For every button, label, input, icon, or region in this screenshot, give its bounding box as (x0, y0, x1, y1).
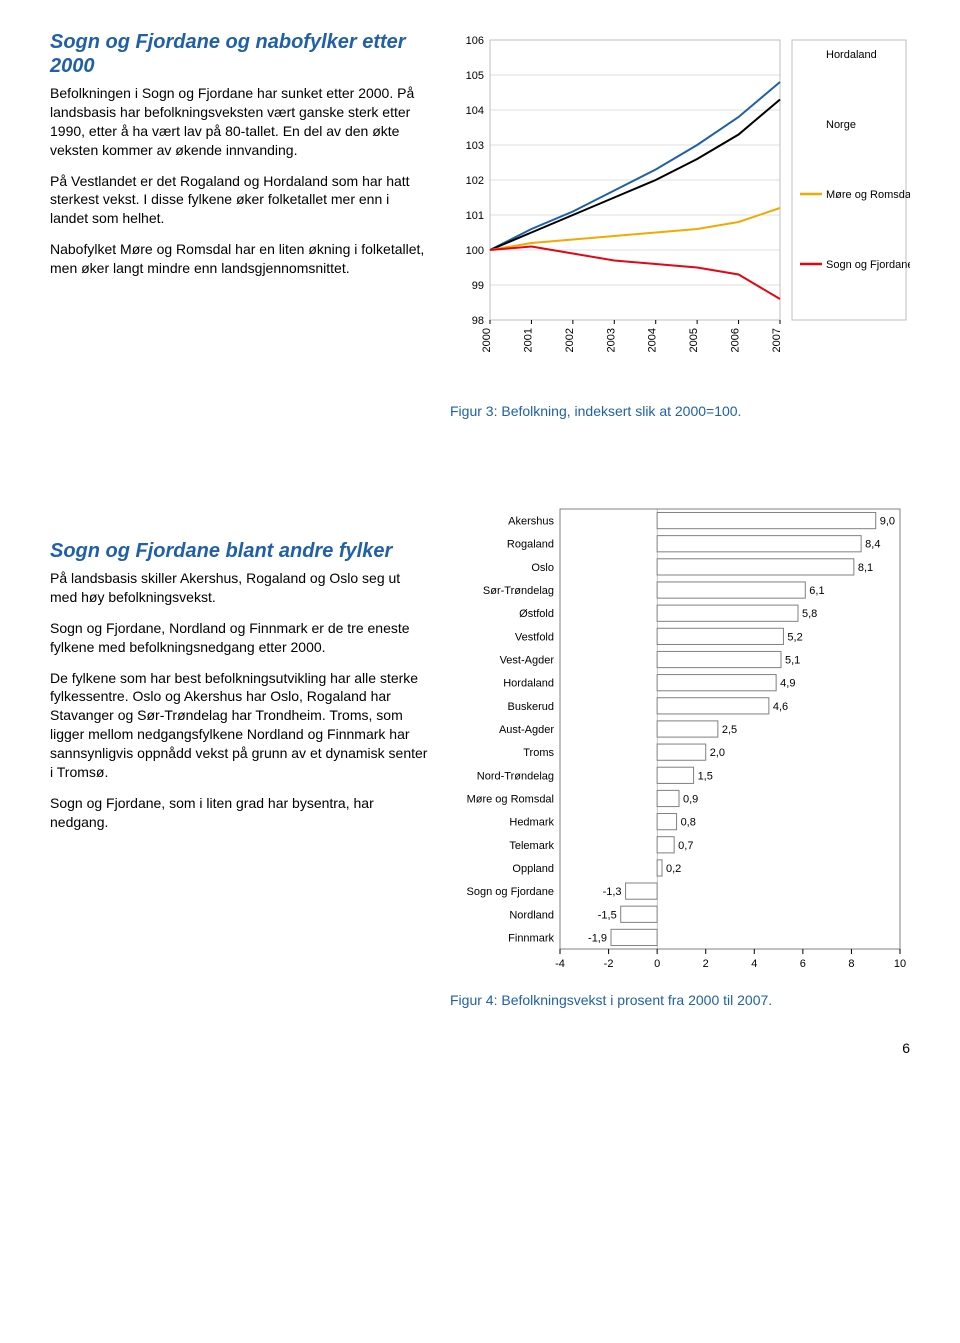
svg-text:8: 8 (848, 958, 854, 970)
svg-text:Hordaland: Hordaland (503, 678, 554, 690)
svg-text:Østfold: Østfold (519, 608, 554, 620)
svg-text:0,7: 0,7 (678, 840, 693, 852)
svg-text:102: 102 (466, 175, 484, 187)
svg-text:2001: 2001 (522, 328, 534, 352)
svg-text:0,9: 0,9 (683, 793, 698, 805)
svg-text:103: 103 (466, 140, 484, 152)
svg-text:2004: 2004 (647, 328, 659, 352)
svg-text:4,6: 4,6 (773, 701, 788, 713)
svg-text:Norge: Norge (826, 119, 856, 131)
section1-p1: Befolkningen i Sogn og Fjordane har sunk… (50, 84, 430, 160)
svg-text:0,2: 0,2 (666, 863, 681, 875)
svg-text:100: 100 (466, 245, 484, 257)
svg-text:1,5: 1,5 (698, 770, 713, 782)
bar-chart-figure4: Akershus 9,0 Rogaland 8,4 Oslo 8,1 Sør-Trøndel… (450, 499, 910, 979)
svg-text:0: 0 (654, 958, 660, 970)
svg-text:Møre og Romsdal: Møre og Romsdal (467, 793, 554, 805)
section2-title: Sogn og Fjordane blant andre fylker (50, 539, 430, 563)
svg-text:-2: -2 (604, 958, 614, 970)
svg-text:Troms: Troms (523, 747, 554, 759)
svg-text:Nordland: Nordland (509, 909, 554, 921)
svg-text:101: 101 (466, 210, 484, 222)
svg-text:6,1: 6,1 (809, 585, 824, 597)
svg-text:2,5: 2,5 (722, 724, 737, 736)
section2-p3: De fylkene som har best befolkningsutvik… (50, 669, 430, 782)
svg-text:Hordaland: Hordaland (826, 49, 877, 61)
svg-text:Hedmark: Hedmark (509, 817, 554, 829)
svg-text:104: 104 (466, 105, 484, 117)
svg-text:6: 6 (800, 958, 806, 970)
svg-text:2007: 2007 (771, 328, 783, 352)
svg-text:Vest-Agder: Vest-Agder (500, 655, 555, 667)
section1-title: Sogn og Fjordane og nabofylker etter 200… (50, 30, 430, 78)
svg-text:2006: 2006 (730, 328, 742, 352)
svg-text:5,8: 5,8 (802, 608, 817, 620)
svg-text:-4: -4 (555, 958, 565, 970)
svg-text:2,0: 2,0 (710, 747, 725, 759)
svg-text:99: 99 (472, 280, 484, 292)
svg-text:5,2: 5,2 (787, 631, 802, 643)
svg-text:Nord-Trøndelag: Nord-Trøndelag (477, 770, 554, 782)
svg-text:-1,3: -1,3 (603, 886, 622, 898)
svg-text:Telemark: Telemark (509, 840, 554, 852)
page-number: 6 (902, 1040, 910, 1056)
svg-text:5,1: 5,1 (785, 655, 800, 667)
svg-text:0,8: 0,8 (681, 817, 696, 829)
svg-text:Sør-Trøndelag: Sør-Trøndelag (483, 585, 554, 597)
line-chart-figure3: 98 99 100 101 102 103 104 105 106 2000 2001 2002 200… (450, 30, 910, 390)
section2-p1: På landsbasis skiller Akershus, Rogaland… (50, 569, 430, 607)
svg-text:Buskerud: Buskerud (508, 701, 554, 713)
svg-text:Møre og Romsdal: Møre og Romsdal (826, 189, 910, 201)
svg-text:Rogaland: Rogaland (507, 539, 554, 551)
svg-text:Akershus: Akershus (508, 516, 554, 528)
svg-text:2005: 2005 (688, 328, 700, 352)
svg-text:Sogn og Fjordane: Sogn og Fjordane (826, 259, 910, 271)
svg-text:8,4: 8,4 (865, 539, 880, 551)
section1-p2: På Vestlandet er det Rogaland og Hordala… (50, 172, 430, 229)
svg-text:8,1: 8,1 (858, 562, 873, 574)
section2-p2: Sogn og Fjordane, Nordland og Finnmark e… (50, 619, 430, 657)
svg-text:9,0: 9,0 (880, 516, 895, 528)
chart1-caption: Figur 3: Befolkning, indeksert slik at 2… (450, 403, 910, 419)
svg-text:4: 4 (751, 958, 757, 970)
svg-text:Aust-Agder: Aust-Agder (499, 724, 554, 736)
svg-text:106: 106 (466, 35, 484, 47)
svg-text:-1,9: -1,9 (588, 932, 607, 944)
svg-text:Sogn og Fjordane: Sogn og Fjordane (467, 886, 554, 898)
svg-text:Oppland: Oppland (512, 863, 554, 875)
svg-text:-1,5: -1,5 (598, 909, 617, 921)
svg-text:2: 2 (703, 958, 709, 970)
section1-p3: Nabofylket Møre og Romsdal har en liten … (50, 240, 430, 278)
svg-text:Finnmark: Finnmark (508, 932, 554, 944)
svg-text:Vestfold: Vestfold (515, 631, 554, 643)
svg-text:4,9: 4,9 (780, 678, 795, 690)
svg-text:105: 105 (466, 70, 484, 82)
svg-text:2000: 2000 (481, 328, 493, 352)
chart2-caption: Figur 4: Befolkningsvekst i prosent fra … (450, 992, 910, 1008)
svg-text:Oslo: Oslo (531, 562, 554, 574)
svg-text:2002: 2002 (564, 328, 576, 352)
svg-text:2003: 2003 (605, 328, 617, 352)
section2-p4: Sogn og Fjordane, som i liten grad har b… (50, 794, 430, 832)
svg-text:98: 98 (472, 315, 484, 327)
svg-text:10: 10 (894, 958, 906, 970)
